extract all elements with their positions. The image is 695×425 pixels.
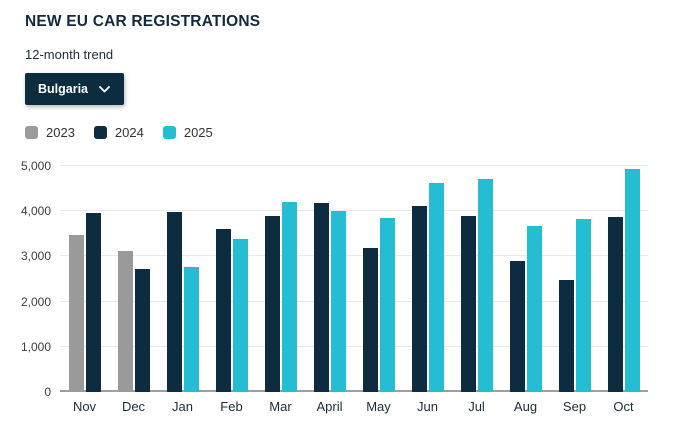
y-tick-label-5000: 5,000 [20, 159, 51, 173]
bar-oct-2025 [624, 168, 640, 392]
bar-aug-2024 [509, 260, 525, 392]
legend: 2023 2024 2025 [25, 125, 695, 140]
bar-chart: 0 1,000 2,000 3,000 4,000 5,000 [21, 160, 648, 398]
bar-april-2024 [313, 202, 329, 392]
bar-jun-2024 [411, 205, 427, 392]
bar-may-2024 [362, 247, 378, 392]
x-tick-label-may: May [366, 399, 391, 414]
gridline-0 [60, 390, 648, 392]
y-tick-label-4000: 4,000 [20, 204, 51, 219]
bar-jul-2025 [477, 178, 493, 392]
bar-oct-2024 [607, 217, 623, 392]
car-registrations-widget: NEW EU CAR REGISTRATIONS 12-month trend … [21, 13, 695, 414]
legend-swatch-2023 [25, 126, 38, 139]
y-tick-label-3000: 3,000 [20, 249, 51, 264]
bar-group-may [354, 166, 403, 392]
gridline-1000 [60, 345, 648, 347]
bar-group-nov [60, 166, 109, 392]
y-tick-label-1000: 1,000 [20, 339, 51, 354]
bar-feb-2025 [232, 239, 248, 392]
legend-swatch-2025 [162, 126, 176, 139]
x-tick-label-nov: Nov [72, 399, 97, 414]
x-tick-label-mar: Mar [269, 399, 292, 414]
legend-label: 2023 [46, 125, 75, 140]
bar-mar-2024 [264, 215, 280, 392]
gridline-2000 [60, 300, 648, 302]
x-tick-label-jun: Jun [417, 399, 438, 414]
x-tick-label-jul: Jul [468, 399, 485, 414]
bar-may-2025 [379, 218, 395, 392]
bar-group-feb [207, 166, 256, 392]
chart-subtitle: 12-month trend [25, 47, 114, 62]
bar-group-oct [599, 166, 648, 392]
gridline-4000 [60, 210, 648, 212]
x-tick-label-feb: Feb [220, 399, 243, 414]
bar-group-sep [550, 166, 599, 392]
bar-nov-2024 [85, 213, 101, 392]
x-tick-label-aug: Aug [513, 399, 538, 414]
y-tick-label-0: 0 [44, 385, 51, 399]
gridline-5000 [60, 165, 648, 166]
bar-april-2025 [330, 211, 346, 392]
bar-dec-2023 [117, 250, 133, 392]
country-dropdown-label: Bulgaria [38, 82, 89, 96]
x-tick-label-jan: Jan [172, 399, 193, 414]
x-labels: Nov Dec Jan Feb Mar April May Jun Jul Aug Sep Oct [60, 399, 648, 414]
legend-label: 2025 [183, 125, 213, 140]
legend-item-2025[interactable]: 2025 [162, 125, 213, 140]
bar-feb-2024 [215, 229, 231, 392]
legend-item-2023[interactable]: 2023 [25, 125, 75, 140]
gridline-3000 [60, 255, 648, 257]
bar-jul-2024 [460, 215, 476, 392]
bar-jun-2025 [428, 183, 444, 392]
y-tick-label-2000: 2,000 [20, 294, 51, 309]
bar-nov-2023 [68, 235, 84, 392]
bar-mar-2025 [281, 201, 297, 392]
x-tick-label-dec: Dec [121, 399, 146, 414]
bar-sep-2024 [558, 280, 574, 392]
chevron-down-icon [99, 85, 110, 93]
legend-swatch-2024 [93, 126, 107, 139]
bar-group-dec [109, 166, 158, 392]
bar-group-jan [158, 166, 207, 392]
bar-aug-2025 [526, 226, 542, 392]
page-title: NEW EU CAR REGISTRATIONS [25, 13, 261, 30]
bar-dec-2024 [134, 269, 150, 392]
legend-label: 2024 [114, 125, 144, 140]
legend-item-2024[interactable]: 2024 [93, 125, 144, 140]
x-tick-label-april: April [316, 399, 343, 414]
bar-group-mar [256, 166, 305, 392]
bar-group-aug [501, 166, 550, 392]
x-tick-label-sep: Sep [562, 399, 587, 414]
country-dropdown[interactable]: Bulgaria [25, 73, 125, 105]
bar-jan-2024 [166, 211, 182, 392]
bar-sep-2025 [575, 219, 591, 392]
bar-jan-2025 [183, 267, 199, 392]
bar-group-jul [452, 166, 501, 392]
x-tick-label-oct: Oct [613, 399, 634, 414]
bar-group-jun [403, 166, 452, 392]
bar-groups [60, 166, 648, 392]
bar-group-april [305, 166, 354, 392]
